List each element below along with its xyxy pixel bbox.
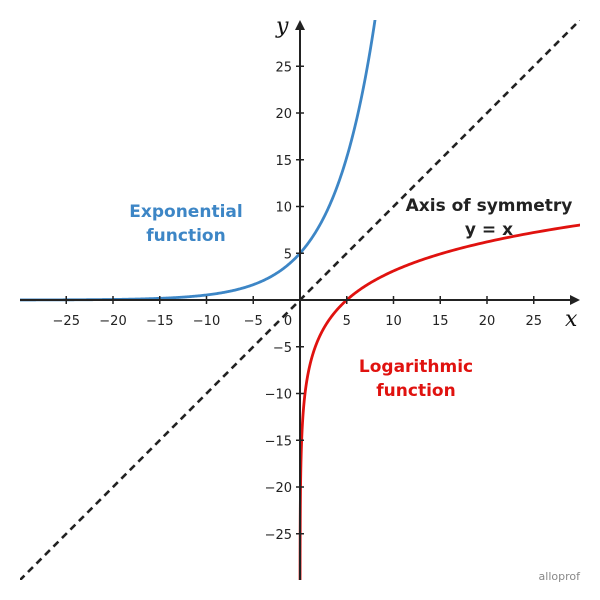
y-axis-arrow-icon [295,20,305,30]
brand-watermark: alloprof [539,570,582,583]
exponential-curve [20,20,377,302]
y-tick-label: −10 [265,388,292,403]
ticks-layer: −25 −20 −15 −10 −5 0 5 10 15 20 25 −25 −20 −15 −10 −5 5 1… [53,60,542,543]
exponential-label-line1: Exponential [129,202,242,222]
x-tick-label: 10 [385,314,402,329]
y-tick-label: −25 [265,528,292,543]
y-tick-label: 15 [275,154,292,169]
x-tick-label: 25 [525,314,542,329]
x-tick-label: −5 [244,314,263,329]
x-tick-label: 0 [284,314,292,329]
symmetry-label-line2: y = x [465,220,513,240]
x-tick-label: 15 [432,314,449,329]
y-tick-label: −5 [273,341,292,356]
x-axis-label: x [565,307,578,332]
y-tick-label: 25 [275,60,292,75]
logarithmic-label-line1: Logarithmic [359,357,473,377]
symmetry-label-line1: Axis of symmetry [406,196,573,216]
x-tick-label: 20 [479,314,496,329]
x-tick-label: −10 [193,314,220,329]
axes-layer [20,20,580,580]
x-tick-label: −15 [146,314,173,329]
logarithmic-label-line2: function [376,381,455,401]
y-axis-label: y [275,14,289,39]
y-tick-label: 5 [284,247,292,262]
logarithmic-curve [298,223,580,580]
y-tick-label: 20 [275,107,292,122]
x-tick-label: −25 [53,314,80,329]
x-axis-arrow-icon [570,295,580,305]
y-tick-label: −15 [265,434,292,449]
x-tick-label: −20 [99,314,126,329]
y-tick-label: −20 [265,481,292,496]
x-tick-label: 5 [343,314,351,329]
y-tick-label: 10 [275,201,292,216]
exponential-label-line2: function [146,226,225,246]
